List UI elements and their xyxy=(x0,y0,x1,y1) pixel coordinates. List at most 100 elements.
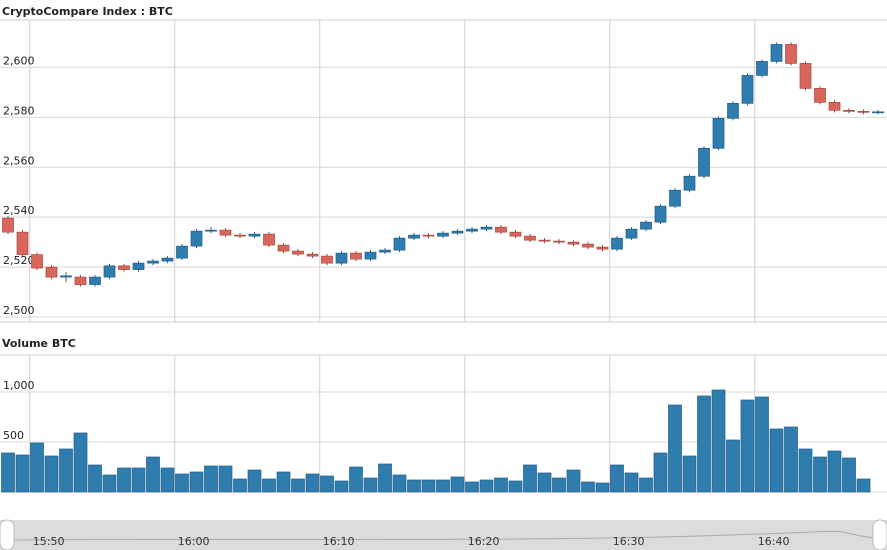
candle-body xyxy=(857,110,870,113)
candle-body xyxy=(364,251,377,260)
volume-bar xyxy=(233,478,247,493)
volume-bar xyxy=(175,473,189,493)
volume-bar xyxy=(465,481,479,493)
candle-body xyxy=(408,234,420,239)
candle-body xyxy=(524,235,536,241)
x-tick-label: 16:20 xyxy=(468,535,500,548)
volume-bar xyxy=(552,477,566,493)
candle-body xyxy=(625,228,638,239)
volume-bar xyxy=(1,452,15,493)
candle-body xyxy=(132,262,145,270)
volume-bar xyxy=(363,477,378,493)
candle-body xyxy=(872,111,884,114)
candle-body xyxy=(480,226,493,230)
navigator-handle[interactable] xyxy=(0,519,15,550)
volume-bar xyxy=(421,479,436,493)
volume-bar xyxy=(726,439,740,493)
volume-bar xyxy=(682,455,697,493)
candle-body xyxy=(350,252,362,260)
volume-bar xyxy=(842,457,856,493)
x-tick-label: 16:40 xyxy=(758,535,790,548)
candle-body xyxy=(799,63,812,89)
volume-bar xyxy=(856,478,871,493)
navigator-handle[interactable] xyxy=(872,519,887,550)
navigator-labels: 15:50 16:00 16:10 16:20 16:30 16:40 xyxy=(33,535,790,548)
x-tick-label: 16:00 xyxy=(178,535,210,548)
candle-body xyxy=(712,117,725,149)
volume-bar xyxy=(740,399,755,493)
volume-bar xyxy=(247,469,262,493)
volume-bar xyxy=(581,481,595,493)
candle-body xyxy=(495,226,507,233)
candle-body xyxy=(669,189,681,207)
volume-bar xyxy=(291,478,305,493)
candle-body xyxy=(683,175,696,191)
candle-body xyxy=(422,234,435,237)
volume-bar xyxy=(30,442,44,493)
candle-body xyxy=(74,276,87,285)
volume-bar xyxy=(508,480,523,493)
candle-body xyxy=(567,241,580,245)
candle-body xyxy=(509,231,522,237)
candle-body xyxy=(60,275,72,278)
volume-bar xyxy=(537,472,552,493)
volume-bar xyxy=(15,454,30,493)
volume-bar xyxy=(117,467,131,493)
volume-bar xyxy=(262,478,276,493)
candle-body xyxy=(176,245,188,259)
candle-body xyxy=(466,228,478,232)
candle-body xyxy=(451,230,464,234)
candle-body xyxy=(306,253,319,257)
volume-bar xyxy=(523,464,537,493)
volume-bar xyxy=(73,432,88,493)
candle-body xyxy=(582,243,594,248)
volume-bar xyxy=(189,471,204,493)
y-tick-label: 2,600 xyxy=(3,54,35,67)
candle-body xyxy=(190,230,203,247)
candle-body xyxy=(654,205,667,223)
volume-bar xyxy=(334,480,349,493)
volume-bar xyxy=(131,467,146,493)
x-tick-label: 16:30 xyxy=(613,535,645,548)
candle-body xyxy=(538,239,551,242)
y-tick-label: 500 xyxy=(3,429,24,442)
volume-bar xyxy=(827,450,842,493)
candle-body xyxy=(785,44,797,64)
volume-bar xyxy=(160,467,175,493)
volume-bar xyxy=(479,479,494,493)
volume-bar xyxy=(349,466,363,493)
volume-bar xyxy=(436,479,450,493)
volume-bar xyxy=(494,477,508,493)
volume-bar xyxy=(595,482,610,493)
candle-body xyxy=(89,276,101,285)
candle-body xyxy=(741,75,754,104)
candle-body xyxy=(756,61,768,76)
volume-bar xyxy=(320,475,334,493)
navigator[interactable] xyxy=(0,520,887,550)
volume-bar xyxy=(146,456,160,493)
y-tick-label: 2,500 xyxy=(3,304,35,317)
candle-body xyxy=(379,249,391,253)
y-tick-label: 2,580 xyxy=(3,104,35,117)
volume-bar xyxy=(784,426,798,493)
candle-body xyxy=(640,221,652,230)
candle-body xyxy=(611,237,623,250)
volume-bar xyxy=(798,448,813,493)
volume-bar xyxy=(305,473,320,493)
candle-body xyxy=(843,110,855,112)
candle-body xyxy=(814,88,826,103)
candle-body xyxy=(727,103,739,119)
navigator-line xyxy=(0,530,887,541)
volume-bar xyxy=(378,463,392,493)
candle-body xyxy=(248,233,261,237)
candle-body xyxy=(698,147,710,177)
volume-bar xyxy=(624,472,639,493)
volume-bar xyxy=(218,465,233,493)
volume-bar xyxy=(813,456,827,493)
volume-bar xyxy=(392,474,407,493)
candle-body xyxy=(219,229,232,236)
volume-bar xyxy=(639,477,653,493)
candle-body xyxy=(2,217,14,233)
candle-body xyxy=(335,252,348,264)
volume-bar xyxy=(450,476,465,493)
